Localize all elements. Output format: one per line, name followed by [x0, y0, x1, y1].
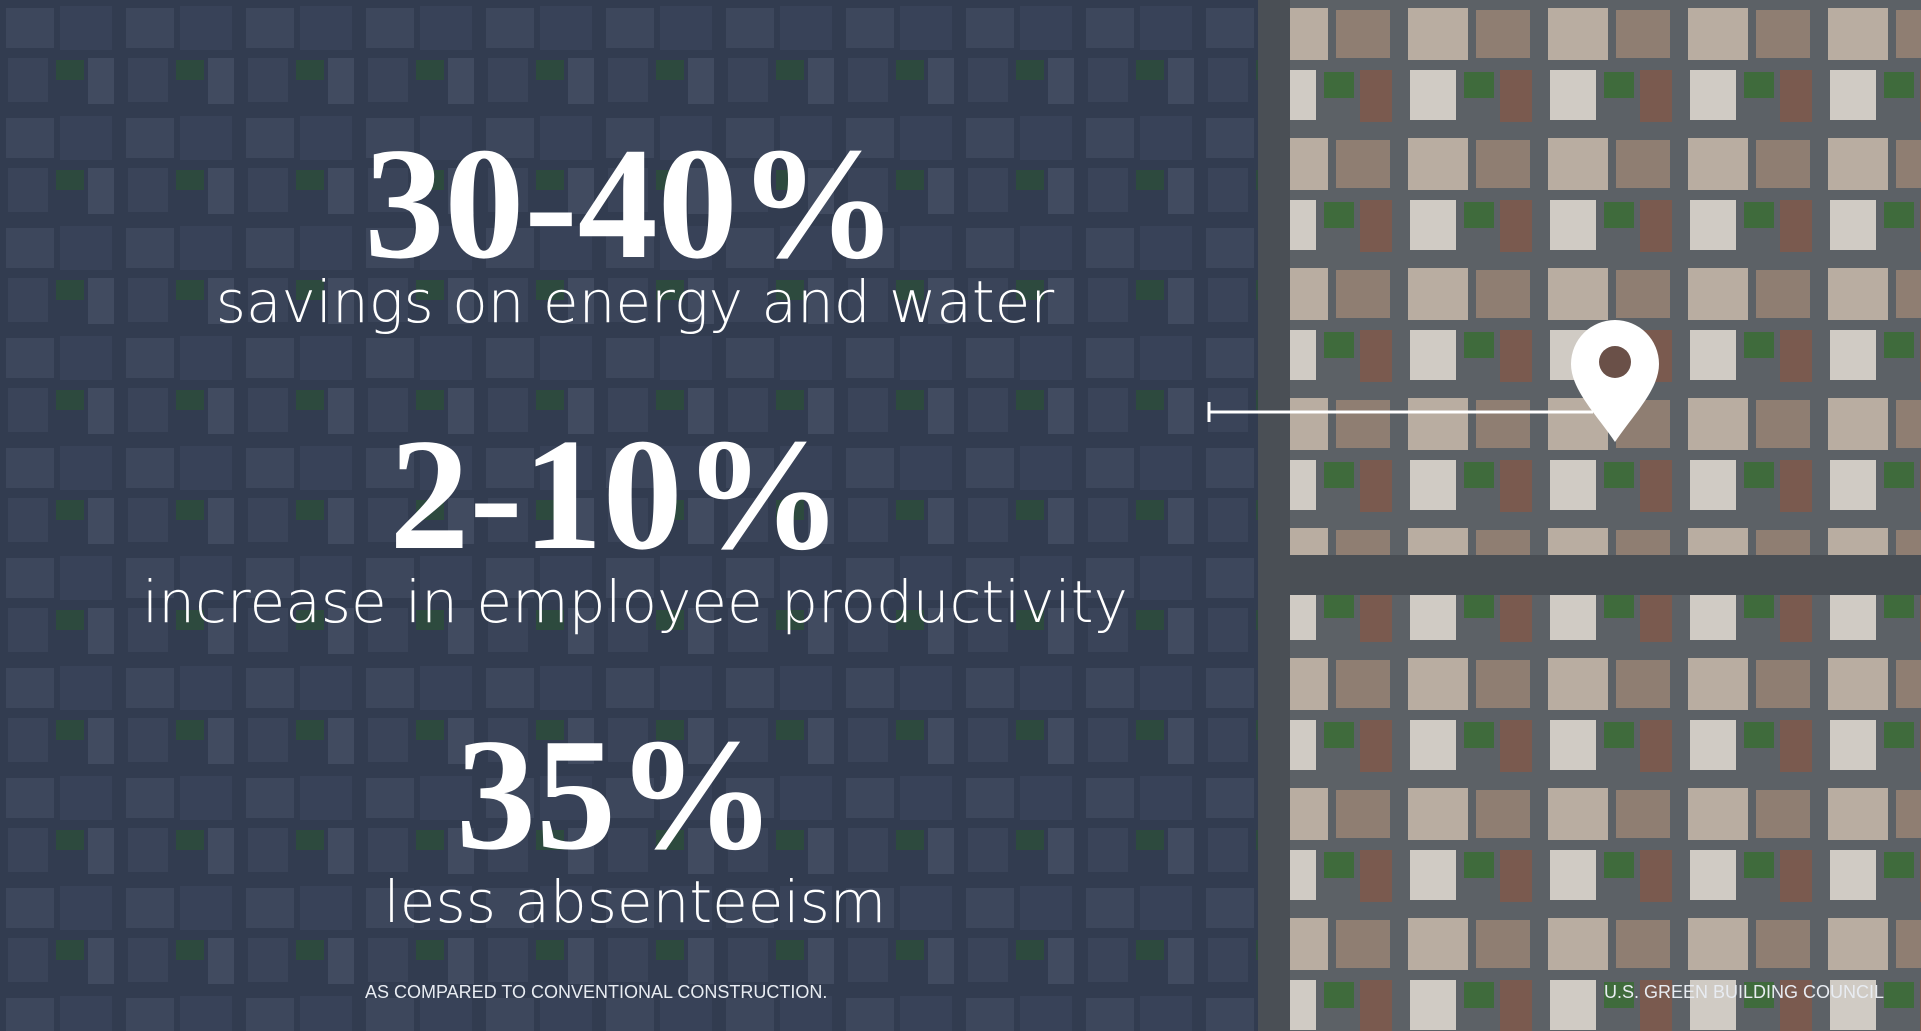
stat-caption: savings on energy and water — [216, 268, 1055, 336]
source: U.S. GREEN BUILDING COUNCIL — [1604, 982, 1884, 1002]
slide: 30-40% savings on energy and water 2-10%… — [0, 0, 1921, 1031]
street — [1268, 555, 1921, 595]
stat-figure: 30-40% — [364, 114, 897, 292]
stat-caption: increase in employee productivity — [142, 568, 1128, 636]
stat-caption: less absenteeism — [384, 868, 887, 936]
avenue — [1258, 0, 1290, 1031]
footnote: AS COMPARED TO CONVENTIONAL CONSTRUCTION… — [365, 982, 827, 1002]
stat-figure: 2-10% — [389, 405, 842, 583]
aerial — [1268, 0, 1921, 1031]
stat-figure: 35% — [456, 705, 776, 883]
